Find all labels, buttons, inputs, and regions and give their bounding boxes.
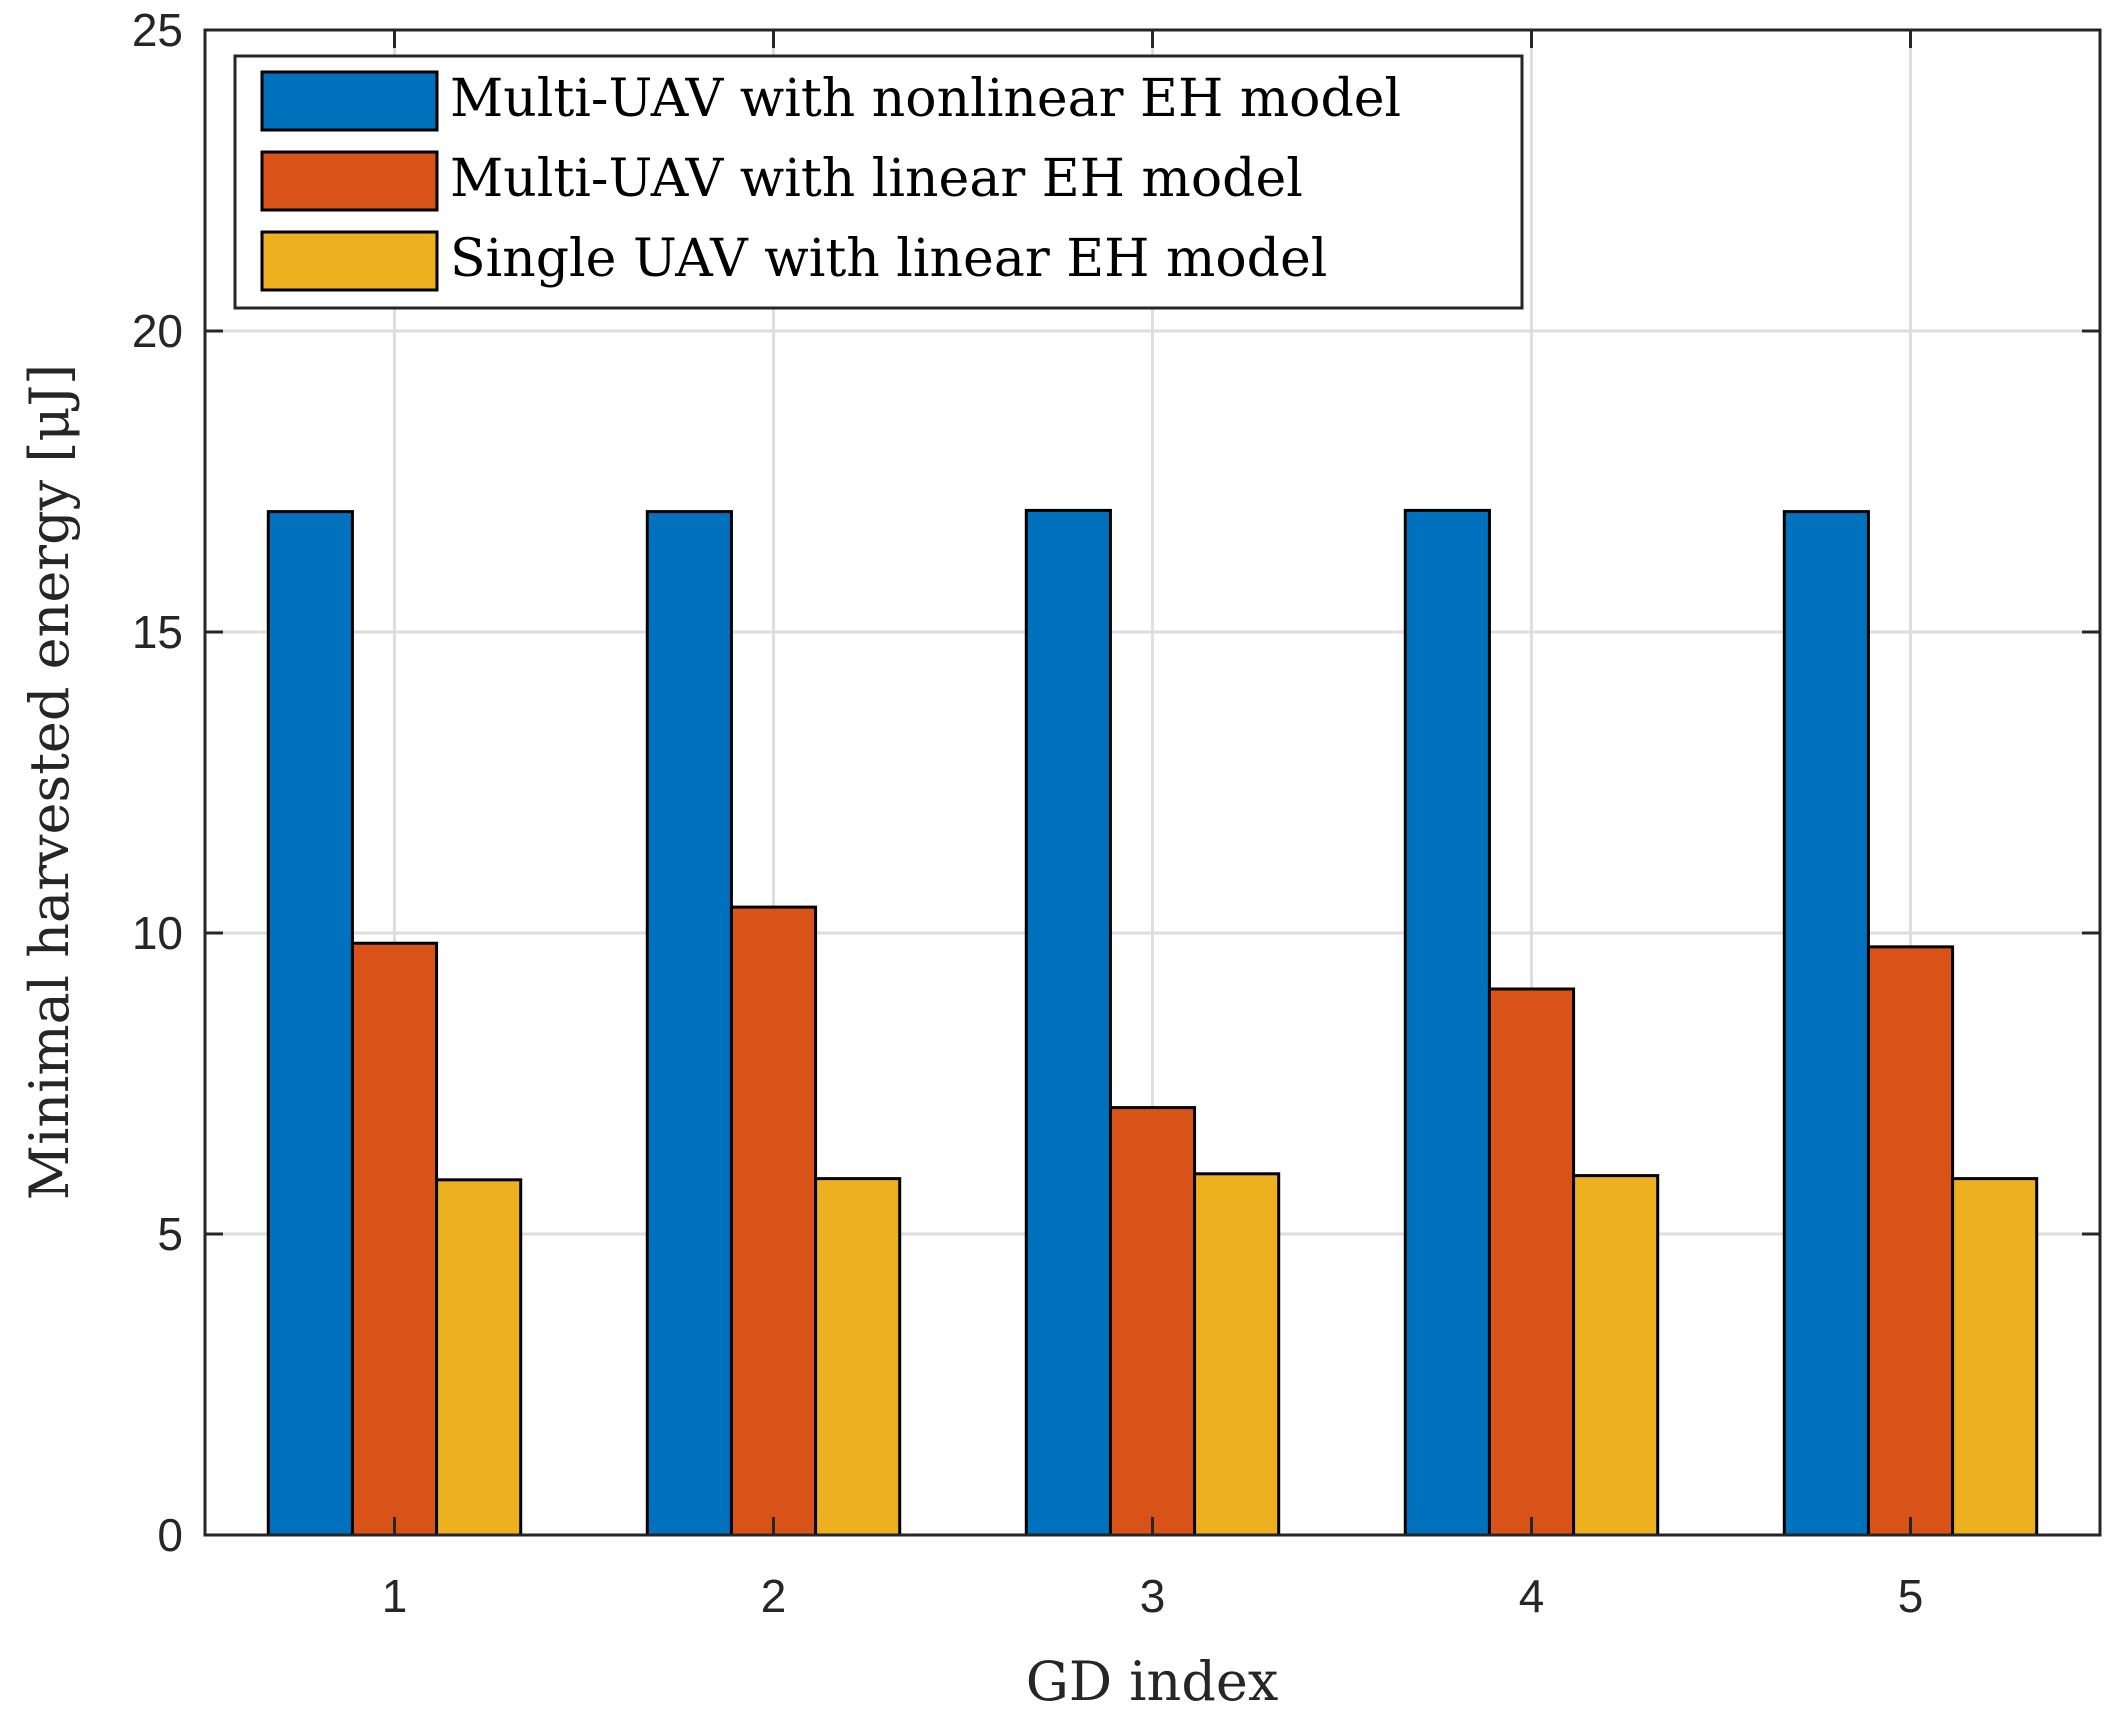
y-tick-label: 20	[132, 305, 183, 357]
bar-series-2-gd-4	[1487, 987, 1576, 1537]
legend-box	[233, 54, 1524, 310]
x-tick-label: 1	[382, 1570, 408, 1622]
x-axis-title: GD index	[1026, 1650, 1279, 1713]
bar-series-2-gd-2	[729, 905, 818, 1537]
y-tick-label: 0	[157, 1509, 183, 1561]
x-tick-label: 2	[761, 1570, 787, 1622]
legend-swatch-3	[260, 230, 439, 292]
bar-series-1-gd-1	[266, 510, 354, 1537]
legend-label-3: Single UAV with linear EH model	[450, 229, 1327, 289]
legend-label-2: Multi-UAV with linear EH model	[450, 149, 1303, 209]
x-tick-label: 5	[1898, 1570, 1924, 1622]
legend-entry-2: Multi-UAV with linear EH model	[260, 149, 1303, 212]
legend-swatch-2	[260, 150, 439, 212]
bar-series-2-gd-1	[350, 941, 439, 1537]
bar-series-1-gd-5	[1782, 510, 1870, 1537]
x-tick-label: 4	[1519, 1570, 1545, 1622]
bar-series-1-gd-3	[1024, 508, 1112, 1537]
bar-series-3-gd-2	[814, 1177, 902, 1537]
legend-label-1: Multi-UAV with nonlinear EH model	[450, 69, 1401, 129]
y-tick-label: 25	[132, 4, 183, 56]
bar-series-3-gd-3	[1193, 1172, 1281, 1537]
legend-entry-3: Single UAV with linear EH model	[260, 229, 1327, 292]
axis-ticks: 0 5 10 15 20 25 1 2 3 4 5	[132, 4, 2100, 1622]
bar-series-3-gd-4	[1572, 1174, 1660, 1537]
y-tick-label: 10	[132, 907, 183, 959]
legend-swatch-1	[260, 70, 439, 132]
bar-series-2-gd-5	[1866, 945, 1955, 1537]
y-tick-label: 5	[157, 1208, 183, 1260]
bars	[266, 508, 2039, 1537]
legend: Multi-UAV with nonlinear EH model Multi-…	[233, 54, 1524, 310]
legend-entry-1: Multi-UAV with nonlinear EH model	[260, 69, 1401, 132]
x-tick-label: 3	[1140, 1570, 1166, 1622]
y-tick-label: 15	[132, 606, 183, 658]
bar-series-1-gd-2	[645, 510, 733, 1537]
bar-series-3-gd-1	[435, 1178, 523, 1537]
bar-series-1-gd-4	[1403, 508, 1491, 1537]
y-axis-title: Minimal harvested energy [μJ]	[18, 364, 81, 1200]
bar-series-2-gd-3	[1108, 1106, 1197, 1537]
bar-series-3-gd-5	[1951, 1177, 2039, 1537]
